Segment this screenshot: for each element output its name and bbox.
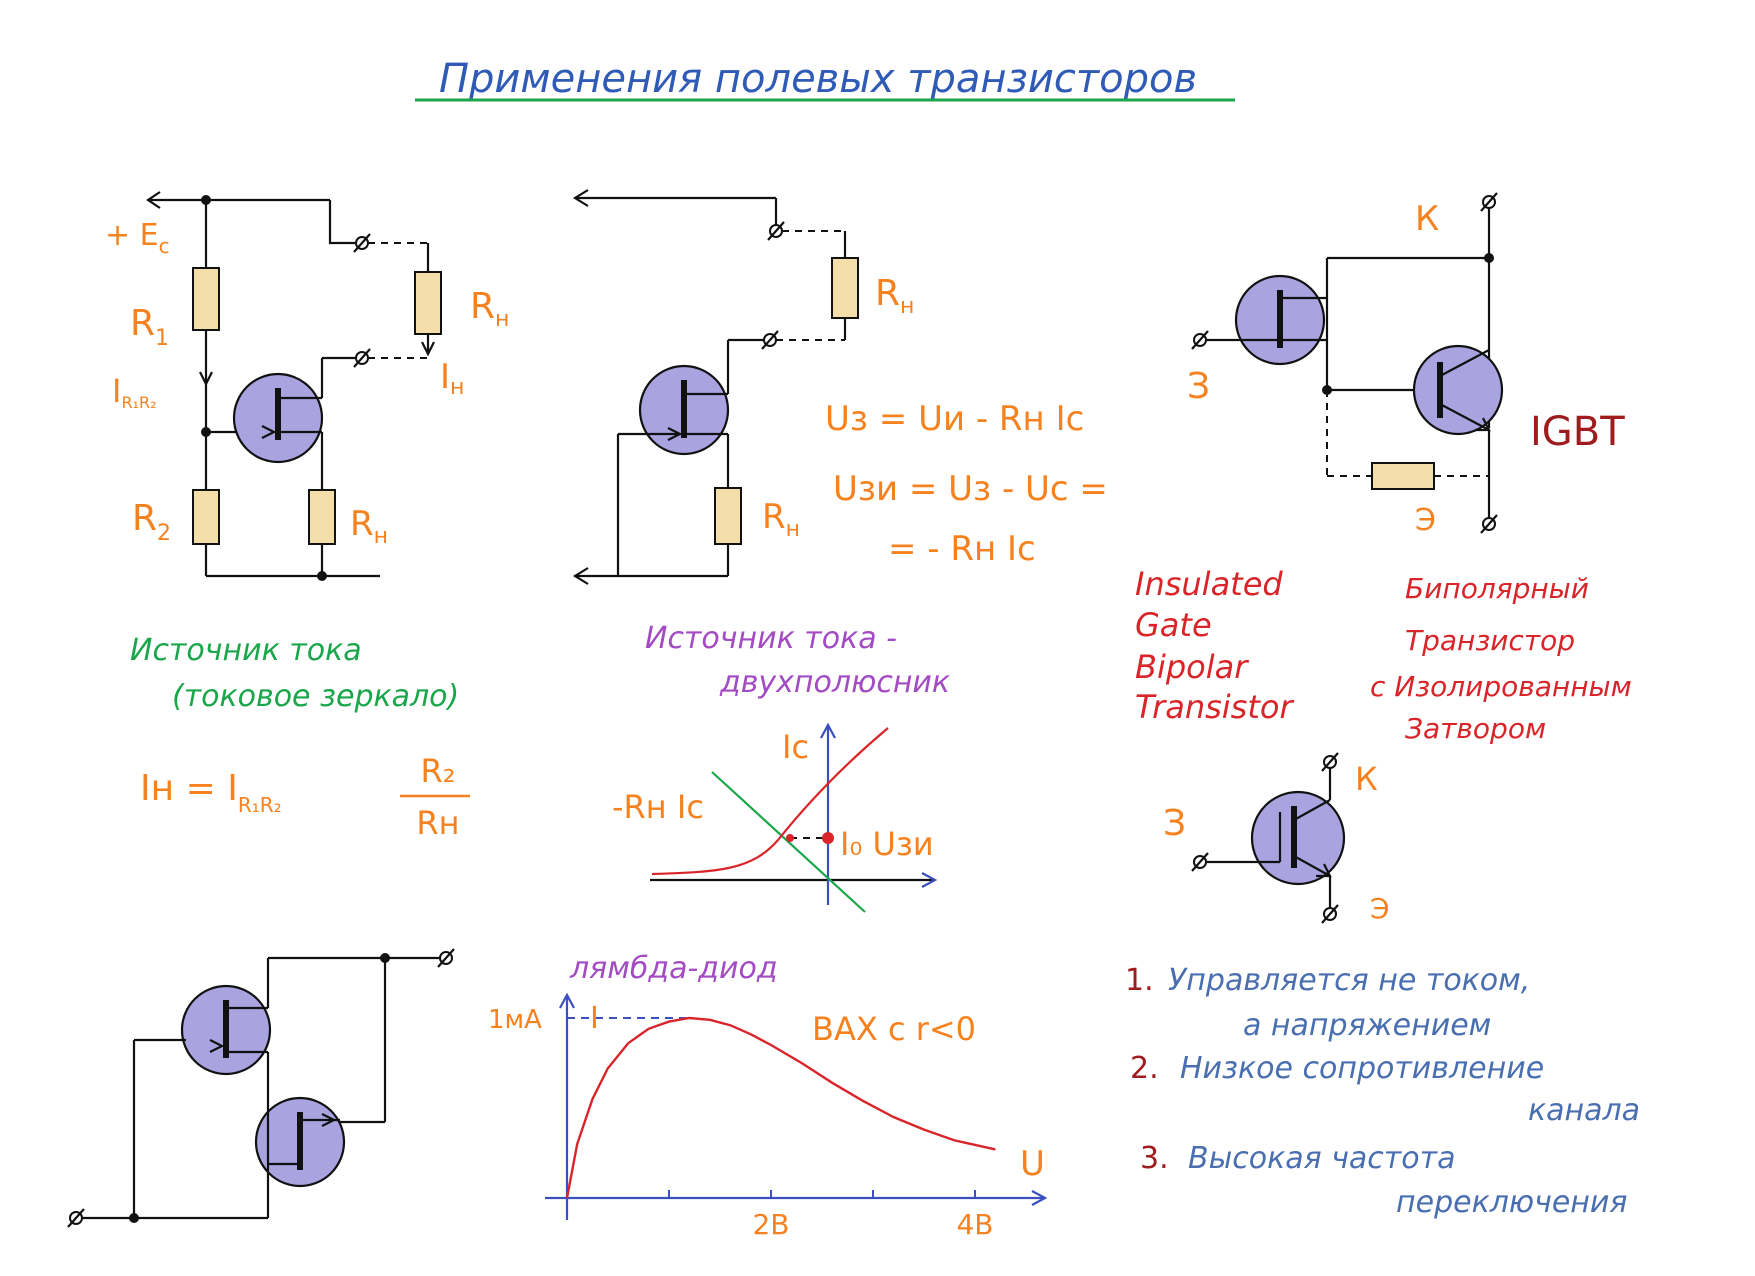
formula-mirror-num: R₂ <box>420 752 455 790</box>
equation-gate-source: Uзи = Uз - Uс = <box>833 469 1108 509</box>
resistor-rn-top-2 <box>831 257 859 319</box>
graph-label-load-line: -Rн Iс <box>612 788 704 826</box>
two-terminal-circuit <box>572 189 859 585</box>
igbt-russian-2: Транзистор <box>1405 624 1575 657</box>
label-rn-top: Rн <box>470 286 509 332</box>
label-igbt-collector: К <box>1415 199 1439 239</box>
caption-two-terminal-1: Источник тока - <box>645 621 897 656</box>
property-2-line2: канала <box>1528 1093 1640 1128</box>
lambda-diode-circuit <box>67 948 455 1228</box>
property-2-line1: Низкое сопротивление <box>1180 1051 1544 1086</box>
fet-characteristic-curve <box>651 727 889 876</box>
current-mirror-circuit <box>146 191 442 581</box>
resistor-rn-load <box>414 271 442 335</box>
page-title: Применения полевых транзисторов <box>439 56 1197 102</box>
symbol-label-emitter: Э <box>1370 892 1390 925</box>
node-lambda-bottom <box>129 1213 139 1223</box>
property-2-number: 2. <box>1130 1051 1159 1086</box>
igbt-russian-4: Затвором <box>1405 712 1546 745</box>
caption-current-mirror: (токовое зеркало) <box>172 679 459 714</box>
igbt-english-1: Insulated <box>1135 565 1283 603</box>
lambda-diode-note: ВАХ с r<0 <box>812 1010 976 1048</box>
lambda-diode-caption: лямбда-диод <box>569 951 778 986</box>
label-igbt-name: IGBT <box>1530 409 1625 455</box>
label-rn-bottom: Rн <box>350 504 388 549</box>
property-1-line2: а напряжением <box>1243 1008 1491 1043</box>
resistor-rn-bottom-2 <box>714 487 742 545</box>
chart-x-axis-arrow <box>1031 1190 1048 1206</box>
igbt-russian-3: с Изолированным <box>1370 670 1632 703</box>
resistor-r2 <box>192 489 220 545</box>
igbt-circuit <box>1191 192 1504 534</box>
operating-point <box>786 834 794 842</box>
formula-mirror-den: Rн <box>416 804 459 842</box>
load-line-graph <box>650 722 938 913</box>
property-3-line1: Высокая частота <box>1188 1141 1456 1176</box>
symbol-label-collector: К <box>1355 760 1378 798</box>
operating-point-projection <box>822 832 834 844</box>
load-line <box>711 771 866 913</box>
label-i-load: Iн <box>440 357 464 400</box>
label-r2: R2 <box>132 498 171 546</box>
graph-label-ic: Iс <box>782 728 809 766</box>
igbt-english-3: Bipolar <box>1135 648 1249 686</box>
igbt-english-2: Gate <box>1135 606 1212 644</box>
equation-gate-source-result: = - Rн Iс <box>888 529 1036 569</box>
label-igbt-emitter: Э <box>1415 503 1436 538</box>
lambda-iv-chart: 2В 4В <box>545 992 1048 1241</box>
label-igbt-gate: З <box>1187 366 1210 407</box>
igbt-resistor <box>1371 462 1435 490</box>
label-rn-top-2: Rн <box>875 273 914 319</box>
label-rn-bottom-2: Rн <box>762 497 800 542</box>
resistor-r1 <box>192 267 220 331</box>
igbt-bjt <box>1412 344 1504 436</box>
label-r1: R1 <box>130 303 169 351</box>
node-collector <box>1484 253 1494 263</box>
caption-two-terminal-2: двухполюсник <box>719 665 950 700</box>
graph-label-operating-point: I₀ Uзи <box>840 825 934 863</box>
igbt-symbol <box>1191 752 1346 924</box>
property-1-number: 1. <box>1125 963 1154 998</box>
property-3-number: 3. <box>1140 1141 1169 1176</box>
property-3-line2: переключения <box>1396 1185 1627 1220</box>
formula-mirror-lhs: Iн = IR₁R₂ <box>140 768 282 817</box>
chart-y-axis-arrow <box>559 992 575 1009</box>
symbol-label-gate: З <box>1163 803 1186 844</box>
label-i-r1r2: IR₁R₂ <box>112 372 157 412</box>
caption-current-source: Источник тока <box>130 633 362 668</box>
equation-gate-voltage: Uз = Uи - Rн Iс <box>825 399 1084 439</box>
iv-curve <box>565 1016 996 1199</box>
igbt-english-4: Transistor <box>1135 688 1294 726</box>
igbt-russian-1: Биполярный <box>1405 572 1589 605</box>
chart-x-label: U <box>1020 1144 1045 1184</box>
label-supply: + Ec <box>105 218 170 258</box>
chart-x-tick-label: 4В <box>956 1208 993 1241</box>
resistor-rn-source <box>308 489 336 545</box>
chart-x-tick-label: 2В <box>752 1208 789 1241</box>
property-1-line1: Управляется не током, <box>1168 963 1530 998</box>
chart-y-label: I <box>590 1001 599 1036</box>
chart-y-tick-label: 1мА <box>488 1005 542 1035</box>
